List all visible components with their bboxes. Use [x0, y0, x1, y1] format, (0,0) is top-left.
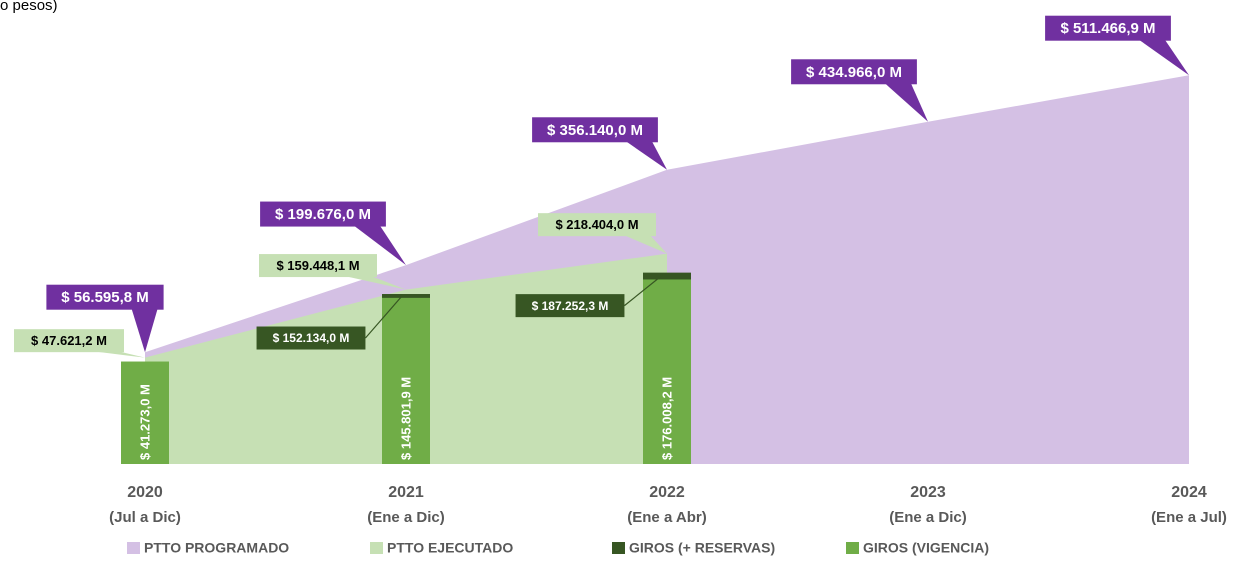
label-box — [532, 117, 658, 143]
legend-label: PTTO PROGRAMADO — [144, 540, 289, 556]
bar-label: $ 176.008,2 M — [659, 377, 674, 460]
legend-label: GIROS (VIGENCIA) — [863, 540, 989, 556]
legend-label: PTTO EJECUTADO — [387, 540, 513, 556]
x-tick-label: 2024 — [1171, 484, 1207, 501]
x-tick-label: 2022 — [649, 484, 685, 501]
x-tick-sublabel: (Ene a Dic) — [889, 509, 967, 526]
label-box — [14, 329, 124, 353]
leader-line — [624, 274, 664, 307]
bar-label: $ 41.273,0 M — [137, 384, 152, 460]
legend-label: GIROS (+ RESERVAS) — [629, 540, 775, 556]
x-tick-sublabel: (Ene a Abr) — [627, 509, 706, 526]
label-box — [259, 254, 377, 278]
legend-swatch — [612, 542, 625, 554]
callout-pointer — [884, 83, 928, 122]
value-label: $ 187.252,3 M — [532, 299, 609, 313]
label-box — [260, 201, 386, 227]
label-box — [791, 59, 917, 85]
callout-pointer — [1138, 39, 1189, 76]
value-label: $ 199.676,0 M — [275, 206, 371, 223]
x-tick-label: 2023 — [910, 484, 946, 501]
value-label: $ 218.404,0 M — [555, 217, 638, 232]
callout-pointer — [92, 351, 145, 358]
callout-pointer — [131, 308, 158, 353]
x-tick-label: 2020 — [127, 484, 163, 501]
leader-line — [364, 295, 403, 339]
label-box — [1045, 15, 1171, 41]
x-tick-sublabel: (Ene a Jul) — [1151, 509, 1227, 526]
label-box — [46, 284, 164, 310]
callout-pointer — [625, 141, 667, 170]
bar-label: $ 145.801,9 M — [398, 377, 413, 460]
value-label: $ 152.134,0 M — [273, 331, 350, 345]
bar — [382, 297, 430, 464]
value-label: $ 159.448,1 M — [276, 258, 359, 273]
legend-swatch — [846, 542, 859, 554]
x-tick-sublabel: (Ene a Dic) — [367, 509, 445, 526]
x-tick-label: 2021 — [388, 484, 424, 501]
callout-pointer — [345, 276, 406, 290]
callout-pointer — [353, 225, 406, 266]
value-label: $ 434.966,0 M — [806, 64, 902, 81]
value-label: $ 511.466,9 M — [1060, 20, 1155, 37]
label-box — [256, 326, 366, 350]
legend-swatch — [370, 542, 383, 554]
value-label: $ 356.140,0 M — [547, 122, 643, 139]
subtitle: o pesos) — [0, 0, 58, 14]
x-tick-sublabel: (Jul a Dic) — [109, 509, 181, 526]
value-label: $ 56.595,8 M — [61, 289, 149, 306]
legend-swatch — [127, 542, 140, 554]
bar — [643, 279, 691, 464]
label-box — [538, 213, 656, 237]
value-label: $ 47.621,2 M — [31, 333, 107, 348]
callout-pointer — [624, 235, 667, 254]
label-box — [515, 294, 625, 318]
bar — [121, 361, 169, 464]
